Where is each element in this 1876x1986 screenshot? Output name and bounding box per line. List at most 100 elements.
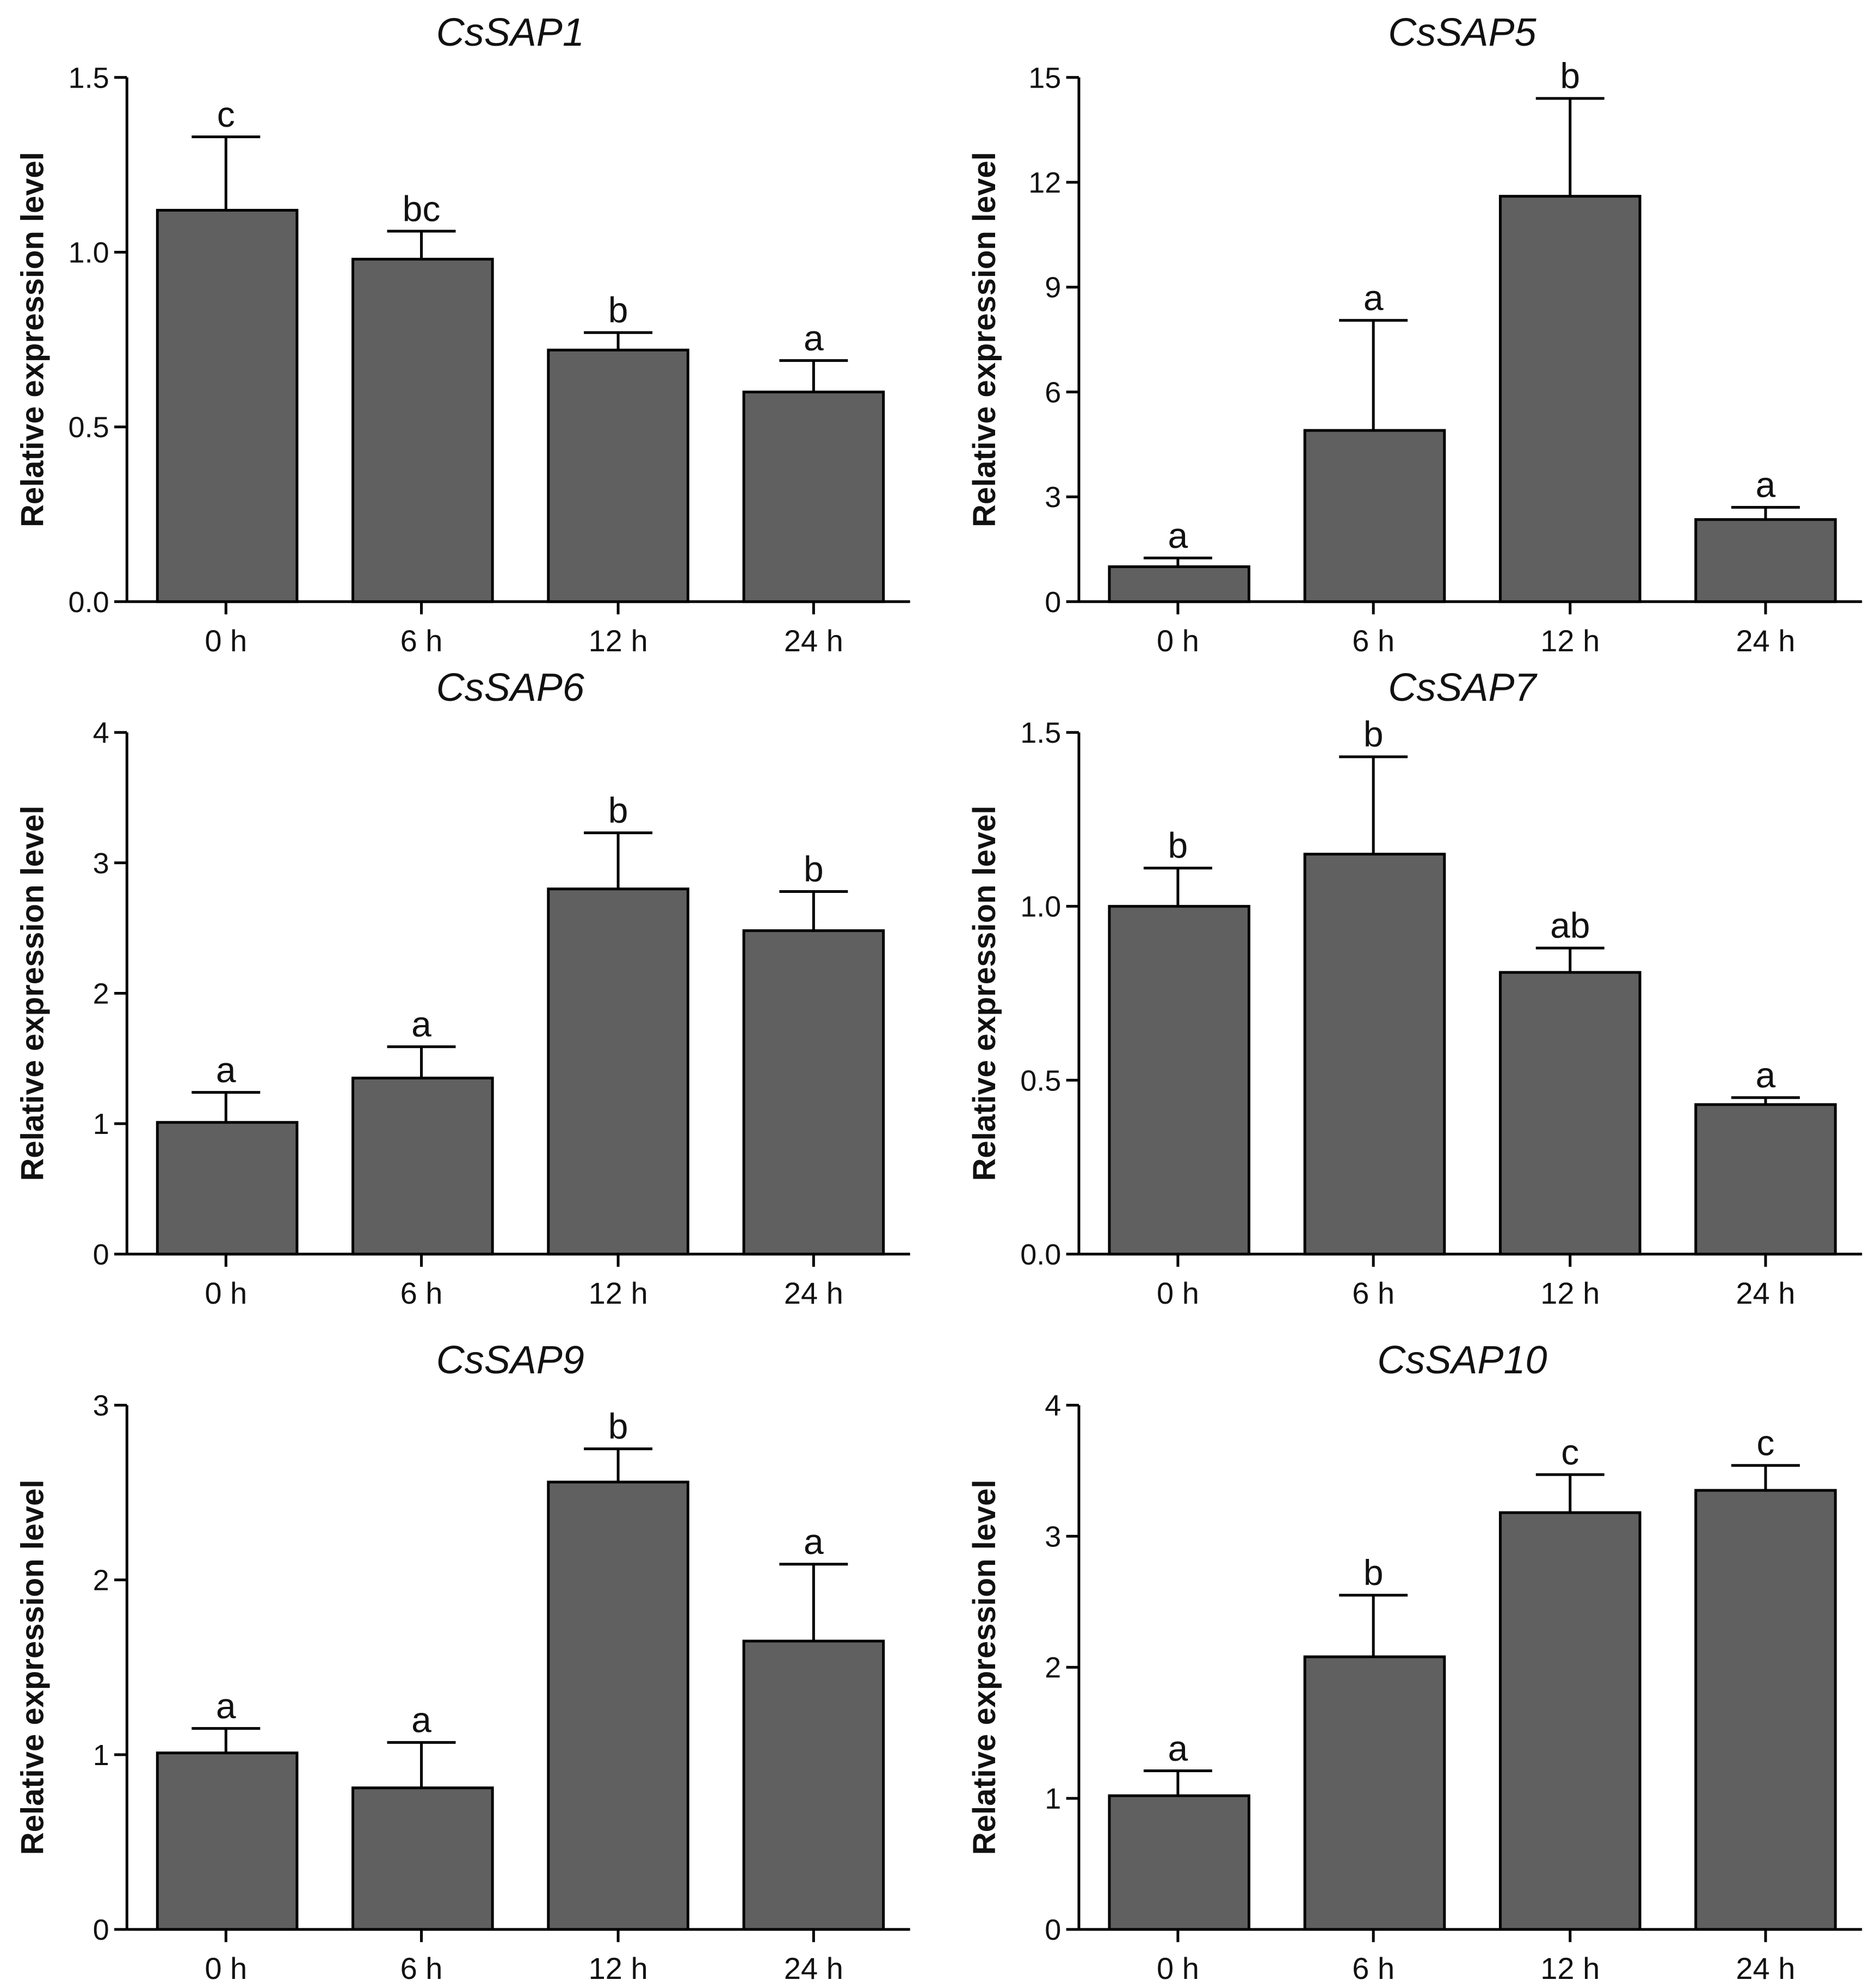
significance-letter: a xyxy=(1168,515,1188,556)
x-tick-label: 24 h xyxy=(784,1276,843,1310)
x-tick-label: 24 h xyxy=(1736,1951,1795,1985)
bar-6h xyxy=(351,1786,494,1931)
y-tick-label: 9 xyxy=(1045,272,1061,304)
y-axis-label: Relative expression level xyxy=(967,152,1002,527)
significance-letter: b xyxy=(1560,55,1580,96)
y-axis-label: Relative expression level xyxy=(15,152,50,527)
x-tick-label: 6 h xyxy=(400,1276,443,1310)
significance-letter: a xyxy=(1168,1728,1188,1768)
y-axis-label: Relative expression level xyxy=(15,1479,50,1855)
x-tick-label: 0 h xyxy=(205,1951,247,1985)
significance-letter: a xyxy=(1756,465,1776,505)
significance-letter: b xyxy=(1363,1552,1384,1593)
bar-0h xyxy=(156,208,299,603)
x-tick-label: 6 h xyxy=(1352,1951,1394,1985)
bar-12h xyxy=(1498,971,1642,1256)
x-tick-label: 0 h xyxy=(1157,1951,1199,1985)
x-tick-label: 0 h xyxy=(1157,1276,1199,1310)
chart-panel-1: CsSAP1 Relative expression level 0.0 0.5 1.0… xyxy=(15,11,910,658)
y-tick-label: 0 xyxy=(1045,1914,1061,1946)
significance-letter: a xyxy=(411,1004,431,1044)
y-tick-label: 2 xyxy=(93,1564,109,1597)
bar-12h xyxy=(547,348,689,603)
y-tick-label: 0 xyxy=(1045,586,1061,619)
y-tick-label: 1.5 xyxy=(69,61,109,94)
significance-letter: b xyxy=(608,1406,628,1446)
bar-24h xyxy=(742,1639,885,1931)
y-tick-label: 0 xyxy=(93,1238,109,1271)
x-tick-label: 12 h xyxy=(589,624,648,658)
bar-24h xyxy=(1694,1103,1837,1256)
x-tick-label: 6 h xyxy=(400,624,443,658)
y-tick-label: 1 xyxy=(93,1108,109,1140)
bar-6h xyxy=(1303,853,1446,1256)
bar-24h xyxy=(1694,1489,1837,1931)
y-tick-label: 3 xyxy=(1045,1520,1061,1553)
bar-24h xyxy=(742,929,885,1256)
x-tick-label: 24 h xyxy=(1736,1276,1795,1310)
significance-letter: a xyxy=(804,1521,824,1562)
bar-12h xyxy=(547,887,689,1256)
x-tick-label: 12 h xyxy=(1540,1951,1600,1985)
x-tick-label: 6 h xyxy=(400,1951,443,1985)
y-tick-label: 4 xyxy=(93,717,109,749)
significance-letter: b xyxy=(608,790,628,830)
x-tick-label: 12 h xyxy=(1540,624,1600,658)
significance-letter: a xyxy=(1363,277,1384,318)
y-tick-label: 1.0 xyxy=(69,236,109,269)
chart-title: CsSAP7 xyxy=(1388,666,1538,710)
significance-letter: c xyxy=(1757,1423,1775,1463)
y-tick-label: 0.0 xyxy=(1020,1238,1061,1271)
chart-title: CsSAP9 xyxy=(436,1339,584,1382)
bar-0h xyxy=(1108,905,1251,1256)
bar-6h xyxy=(351,1076,494,1256)
y-tick-label: 0 xyxy=(93,1914,109,1946)
x-tick-label: 0 h xyxy=(1157,624,1199,658)
x-tick-label: 6 h xyxy=(1352,624,1394,658)
y-tick-label: 0.5 xyxy=(1020,1064,1061,1097)
y-tick-label: 3 xyxy=(1045,481,1061,514)
bar-0h xyxy=(156,1751,299,1931)
y-tick-label: 1.5 xyxy=(1020,717,1061,749)
significance-letter: b xyxy=(804,849,824,889)
chart-title: CsSAP5 xyxy=(1388,11,1536,54)
bar-24h xyxy=(1694,518,1837,603)
x-tick-label: 0 h xyxy=(205,1276,247,1310)
significance-letter: b xyxy=(1168,825,1188,866)
bar-0h xyxy=(156,1121,299,1256)
significance-letter: a xyxy=(411,1700,431,1740)
y-tick-label: 1.0 xyxy=(1020,891,1061,923)
chart-title: CsSAP6 xyxy=(436,666,585,710)
bar-12h xyxy=(1498,1511,1642,1931)
y-tick-label: 3 xyxy=(93,847,109,880)
chart-panel-6: CsSAP10 Relative expression level 0 1 2 3 4 a 0 … xyxy=(967,1339,1862,1985)
y-tick-label: 3 xyxy=(93,1390,109,1422)
bar-24h xyxy=(742,390,885,603)
bar-6h xyxy=(1303,429,1446,603)
significance-letter: b xyxy=(608,290,628,330)
bar-6h xyxy=(351,257,494,603)
significance-letter: ab xyxy=(1550,905,1590,946)
y-tick-label: 6 xyxy=(1045,376,1061,409)
significance-letter: a xyxy=(216,1686,236,1726)
y-tick-label: 1 xyxy=(1045,1783,1061,1815)
bar-12h xyxy=(1498,195,1642,603)
y-tick-label: 2 xyxy=(1045,1651,1061,1684)
x-tick-label: 12 h xyxy=(589,1276,648,1310)
y-tick-label: 2 xyxy=(93,977,109,1010)
significance-letter: bc xyxy=(403,188,441,229)
significance-letter: a xyxy=(1756,1055,1776,1095)
chart-title: CsSAP10 xyxy=(1377,1339,1547,1382)
significance-letter: c xyxy=(1561,1432,1579,1472)
chart-panel-4: CsSAP7 Relative expression level 0.0 0.5 1.0… xyxy=(967,666,1862,1310)
y-axis-label: Relative expression level xyxy=(15,806,50,1181)
y-tick-label: 12 xyxy=(1028,166,1061,199)
y-axis-label: Relative expression level xyxy=(967,806,1002,1181)
bar-0h xyxy=(1108,1794,1251,1931)
y-tick-label: 0.5 xyxy=(69,411,109,444)
significance-letter: b xyxy=(1363,714,1384,754)
significance-letter: c xyxy=(217,94,235,134)
y-axis-label: Relative expression level xyxy=(967,1479,1002,1855)
chart-panel-5: CsSAP9 Relative expression level 0 1 2 3 a 0 h a… xyxy=(15,1339,910,1985)
